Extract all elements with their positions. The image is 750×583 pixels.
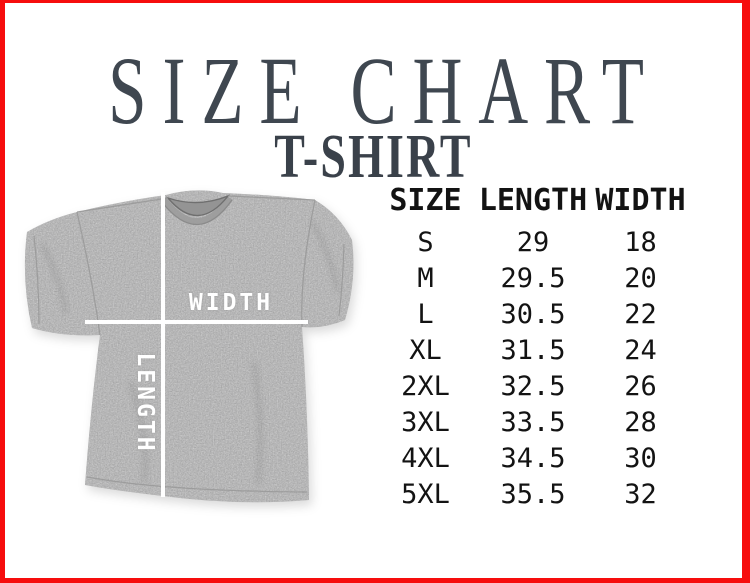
tshirt-graphic — [12, 182, 358, 524]
cell-length: 34.5 — [500, 442, 566, 474]
table-row: L 30.5 22 — [378, 296, 688, 332]
cell-size: 4XL — [401, 442, 450, 474]
collar-opening — [165, 194, 231, 217]
table-row: S 29 18 — [378, 224, 688, 260]
cell-length: 33.5 — [500, 406, 566, 438]
cell-width: 26 — [624, 370, 657, 402]
cell-size: 5XL — [401, 478, 450, 510]
cell-width: 24 — [624, 334, 657, 366]
cell-width: 30 — [624, 442, 657, 474]
cell-size: S — [417, 226, 434, 258]
table-row: M 29.5 20 — [378, 260, 688, 296]
length-measure-line — [161, 192, 165, 497]
cell-width: 20 — [624, 262, 657, 294]
cell-size: 2XL — [401, 370, 450, 402]
fabric-texture-dark — [24, 190, 354, 503]
cell-length: 29 — [516, 226, 550, 258]
table-row: 2XL 32.5 26 — [378, 368, 688, 404]
page-title: SIZE CHART — [108, 37, 660, 144]
width-measure-label: WIDTH — [188, 290, 274, 316]
page-subtitle: T-SHIRT — [274, 123, 473, 191]
cell-length: 35.5 — [500, 478, 566, 510]
width-measure-line — [85, 320, 308, 324]
cell-size: M — [417, 262, 434, 294]
cell-width: 18 — [624, 226, 657, 258]
table-row: 5XL 35.5 32 — [378, 476, 688, 512]
cell-size: 3XL — [401, 406, 450, 438]
garment-seams — [33, 195, 345, 493]
table-header-row: SIZE LENGTH WIDTH — [378, 182, 688, 218]
size-table: SIZE LENGTH WIDTH S 29 18 M 29.5 20 L 30… — [378, 182, 688, 512]
length-measure-label: LENGTH — [132, 352, 158, 454]
collar-seam — [161, 199, 233, 225]
table-row: 3XL 33.5 28 — [378, 404, 688, 440]
tshirt-illustration — [24, 190, 354, 503]
size-table-header: SIZE LENGTH WIDTH — [378, 182, 688, 218]
wrinkle-shading — [40, 220, 340, 485]
cell-size: XL — [409, 334, 442, 366]
column-header-size: SIZE — [389, 182, 462, 218]
column-header-length: LENGTH — [478, 182, 588, 218]
column-header-width: WIDTH — [595, 182, 686, 218]
cell-width: 32 — [624, 478, 657, 510]
cell-size: L — [417, 298, 434, 330]
cell-width: 22 — [624, 298, 657, 330]
table-row: 4XL 34.5 30 — [378, 440, 688, 476]
cell-length: 32.5 — [500, 370, 566, 402]
cell-length: 30.5 — [500, 298, 566, 330]
table-row: XL 31.5 24 — [378, 332, 688, 368]
cell-width: 28 — [624, 406, 657, 438]
cell-length: 31.5 — [500, 334, 566, 366]
size-table-body: S 29 18 M 29.5 20 L 30.5 22 XL 31.5 24 2… — [378, 224, 688, 512]
cell-length: 29.5 — [500, 262, 566, 294]
collar-band — [161, 195, 233, 225]
